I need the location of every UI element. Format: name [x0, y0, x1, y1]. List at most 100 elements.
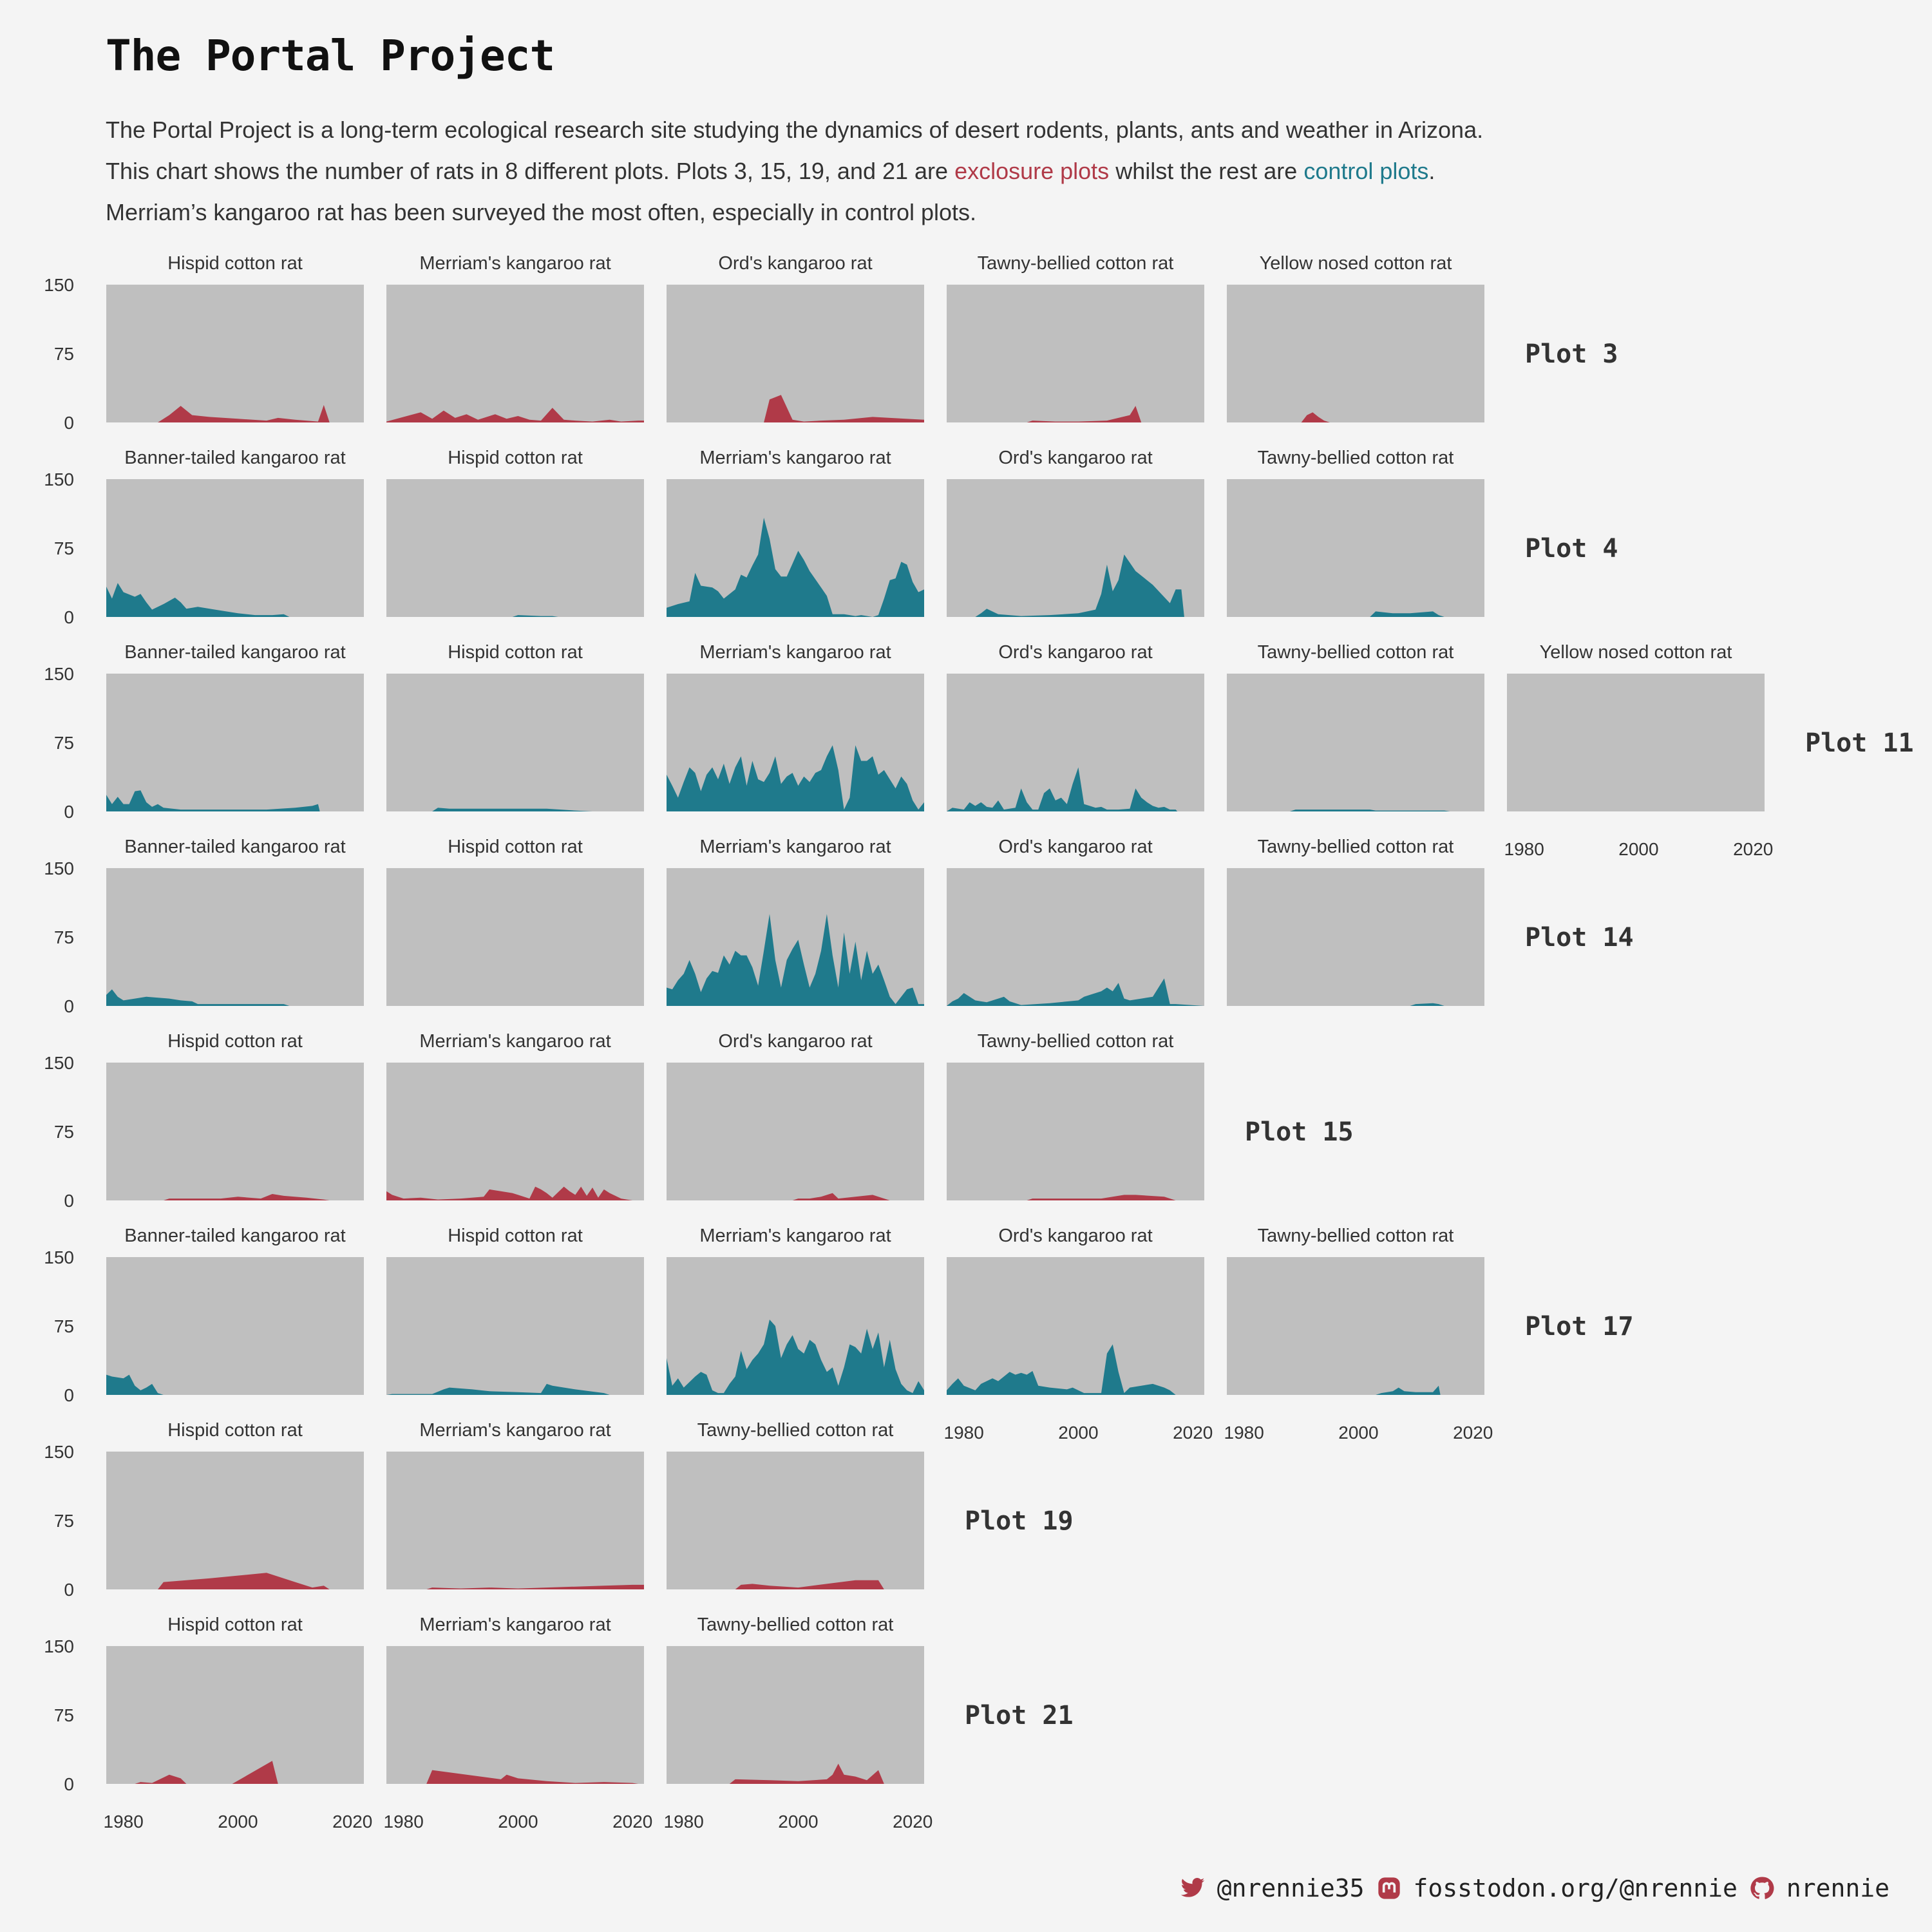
- area-series-plot-14-merriam-s-kangaroo-rat: [667, 914, 924, 1006]
- panel-plot-11-hispid-cotton-rat: [386, 674, 644, 811]
- area-series-plot-19-merriam-s-kangaroo-rat: [426, 1584, 644, 1589]
- y-tick-label-plot-4-75: 75: [54, 538, 74, 558]
- row-label-plot-4: Plot 4: [1525, 534, 1618, 564]
- area-series-plot-17-hispid-cotton-rat: [386, 1383, 610, 1395]
- y-tick-label-plot-21-0: 0: [64, 1774, 74, 1794]
- species-label-plot-11-tawny-bellied-cotton-rat: Tawny-bellied cotton rat: [1258, 642, 1454, 663]
- exclosure-label: exclosure plots: [954, 158, 1110, 184]
- species-label-plot-19-hispid-cotton-rat: Hispid cotton rat: [167, 1420, 303, 1441]
- page-title: The Portal Project: [106, 31, 555, 80]
- y-tick-label-plot-14-75: 75: [54, 927, 74, 947]
- x-tick-label-plot-11-yellow-nosed-cotton-rat-2000: 2000: [1618, 839, 1658, 859]
- subtitle-line-2-c: .: [1428, 158, 1435, 184]
- species-label-plot-17-tawny-bellied-cotton-rat: Tawny-bellied cotton rat: [1258, 1226, 1454, 1246]
- panel-plot-19-merriam-s-kangaroo-rat: [386, 1452, 644, 1589]
- species-label-plot-3-tawny-bellied-cotton-rat: Tawny-bellied cotton rat: [978, 253, 1174, 274]
- species-label-plot-15-merriam-s-kangaroo-rat: Merriam's kangaroo rat: [419, 1031, 611, 1052]
- panel-plot-4-ord-s-kangaroo-rat: [947, 479, 1204, 617]
- panel-plot-3-ord-s-kangaroo-rat: [667, 285, 924, 422]
- x-tick-label-plot-17-tawny-bellied-cotton-rat-1980: 1980: [1224, 1423, 1264, 1443]
- area-series-plot-15-merriam-s-kangaroo-rat: [386, 1186, 633, 1200]
- twitter-icon: [1180, 1875, 1206, 1901]
- area-series-plot-11-ord-s-kangaroo-rat: [947, 767, 1178, 811]
- panel-plot-17-ord-s-kangaroo-rat: [947, 1257, 1204, 1395]
- area-series-plot-14-tawny-bellied-cotton-rat: [1410, 1003, 1444, 1006]
- area-series-plot-15-ord-s-kangaroo-rat: [792, 1193, 890, 1200]
- y-tick-label-plot-4-0: 0: [64, 607, 74, 627]
- area-series-plot-21-hispid-cotton-rat: [135, 1761, 278, 1784]
- species-label-plot-14-merriam-s-kangaroo-rat: Merriam's kangaroo rat: [699, 837, 891, 857]
- area-series-plot-17-ord-s-kangaroo-rat: [947, 1344, 1176, 1395]
- species-label-plot-11-hispid-cotton-rat: Hispid cotton rat: [448, 642, 583, 663]
- panel-plot-11-yellow-nosed-cotton-rat: [1507, 674, 1765, 811]
- subtitle-line-2-a: This chart shows the number of rats in 8…: [106, 158, 955, 184]
- x-tick-label-plot-21-tawny-bellied-cotton-rat-2020: 2020: [893, 1812, 933, 1832]
- area-series-plot-4-merriam-s-kangaroo-rat: [667, 517, 924, 617]
- y-tick-label-plot-15-150: 150: [44, 1053, 74, 1073]
- area-series-plot-11-banner-tailed-kangaroo-rat: [106, 790, 320, 811]
- panel-plot-4-tawny-bellied-cotton-rat: [1227, 479, 1484, 617]
- mastodon-handle: fosstodon.org/@nrennie: [1413, 1874, 1738, 1902]
- y-tick-label-plot-11-0: 0: [64, 802, 74, 822]
- species-label-plot-11-yellow-nosed-cotton-rat: Yellow nosed cotton rat: [1540, 642, 1732, 663]
- y-tick-label-plot-19-0: 0: [64, 1580, 74, 1600]
- area-series-plot-19-tawny-bellied-cotton-rat: [735, 1580, 884, 1589]
- x-tick-label-plot-21-tawny-bellied-cotton-rat-1980: 1980: [664, 1812, 704, 1832]
- panel-plot-15-hispid-cotton-rat: [106, 1063, 364, 1200]
- panel-plot-3-yellow-nosed-cotton-rat: [1227, 285, 1484, 422]
- row-label-plot-21: Plot 21: [965, 1701, 1074, 1730]
- panel-plot-21-hispid-cotton-rat: [106, 1646, 364, 1784]
- species-label-plot-19-tawny-bellied-cotton-rat: Tawny-bellied cotton rat: [697, 1420, 894, 1441]
- y-tick-label-plot-4-150: 150: [44, 469, 74, 489]
- area-series-plot-3-ord-s-kangaroo-rat: [764, 395, 924, 422]
- panel-plot-11-tawny-bellied-cotton-rat: [1227, 674, 1484, 811]
- x-tick-label-plot-21-tawny-bellied-cotton-rat-2000: 2000: [778, 1812, 818, 1832]
- area-series-plot-17-merriam-s-kangaroo-rat: [667, 1320, 924, 1395]
- species-label-plot-14-tawny-bellied-cotton-rat: Tawny-bellied cotton rat: [1258, 837, 1454, 857]
- panel-plot-19-tawny-bellied-cotton-rat: [667, 1452, 924, 1589]
- panel-plot-3-tawny-bellied-cotton-rat: [947, 285, 1204, 422]
- y-tick-label-plot-3-150: 150: [44, 275, 74, 295]
- x-tick-label-plot-21-hispid-cotton-rat-1980: 1980: [104, 1812, 144, 1832]
- footer-credits: @nrennie35 fosstodon.org/@nrennie nrenni…: [1180, 1874, 1889, 1902]
- species-label-plot-15-tawny-bellied-cotton-rat: Tawny-bellied cotton rat: [978, 1031, 1174, 1052]
- panel-plot-15-ord-s-kangaroo-rat: [667, 1063, 924, 1200]
- species-label-plot-3-merriam-s-kangaroo-rat: Merriam's kangaroo rat: [419, 253, 611, 274]
- subtitle: The Portal Project is a long-term ecolog…: [106, 109, 1780, 233]
- area-series-plot-3-hispid-cotton-rat: [158, 404, 330, 422]
- species-label-plot-17-hispid-cotton-rat: Hispid cotton rat: [448, 1226, 583, 1246]
- panel-plot-14-ord-s-kangaroo-rat: [947, 868, 1204, 1006]
- y-tick-label-plot-17-0: 0: [64, 1385, 74, 1405]
- y-tick-label-plot-14-150: 150: [44, 858, 74, 878]
- panel-plot-21-tawny-bellied-cotton-rat: [667, 1646, 924, 1784]
- x-tick-label-plot-21-merriam-s-kangaroo-rat-2020: 2020: [612, 1812, 652, 1832]
- row-label-plot-19: Plot 19: [965, 1506, 1074, 1536]
- species-label-plot-4-tawny-bellied-cotton-rat: Tawny-bellied cotton rat: [1258, 448, 1454, 468]
- y-tick-label-plot-3-0: 0: [64, 413, 74, 433]
- row-label-plot-15: Plot 15: [1245, 1117, 1354, 1147]
- x-tick-label-plot-17-ord-s-kangaroo-rat-2020: 2020: [1173, 1423, 1213, 1443]
- panel-plot-4-banner-tailed-kangaroo-rat: [106, 479, 364, 617]
- area-series-plot-21-merriam-s-kangaroo-rat: [426, 1770, 639, 1784]
- y-tick-label-plot-17-75: 75: [54, 1316, 74, 1336]
- panel-plot-3-hispid-cotton-rat: [106, 285, 364, 422]
- panel-plot-3-merriam-s-kangaroo-rat: [386, 285, 644, 422]
- area-series-plot-3-merriam-s-kangaroo-rat: [386, 408, 644, 422]
- species-label-plot-21-merriam-s-kangaroo-rat: Merriam's kangaroo rat: [419, 1615, 611, 1635]
- y-tick-label-plot-15-0: 0: [64, 1191, 74, 1211]
- species-label-plot-17-ord-s-kangaroo-rat: Ord's kangaroo rat: [998, 1226, 1152, 1246]
- area-series-plot-17-tawny-bellied-cotton-rat: [1376, 1385, 1441, 1395]
- species-label-plot-11-merriam-s-kangaroo-rat: Merriam's kangaroo rat: [699, 642, 891, 663]
- mastodon-icon: [1376, 1875, 1402, 1901]
- y-tick-label-plot-14-0: 0: [64, 996, 74, 1016]
- twitter-handle: @nrennie35: [1217, 1874, 1365, 1902]
- y-tick-label-plot-11-75: 75: [54, 733, 74, 753]
- area-series-plot-4-banner-tailed-kangaroo-rat: [106, 583, 290, 617]
- x-tick-label-plot-17-ord-s-kangaroo-rat-2000: 2000: [1058, 1423, 1098, 1443]
- y-tick-label-plot-17-150: 150: [44, 1247, 74, 1267]
- species-label-plot-19-merriam-s-kangaroo-rat: Merriam's kangaroo rat: [419, 1420, 611, 1441]
- species-label-plot-17-banner-tailed-kangaroo-rat: Banner-tailed kangaroo rat: [124, 1226, 345, 1246]
- panel-plot-15-merriam-s-kangaroo-rat: [386, 1063, 644, 1200]
- x-tick-label-plot-21-hispid-cotton-rat-2020: 2020: [332, 1812, 372, 1832]
- y-tick-label-plot-21-150: 150: [44, 1636, 74, 1656]
